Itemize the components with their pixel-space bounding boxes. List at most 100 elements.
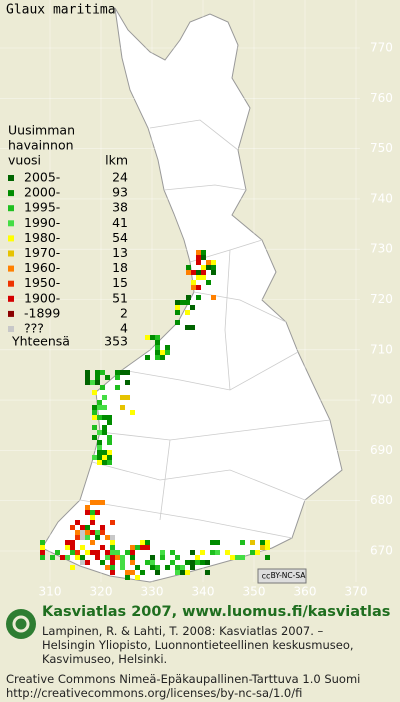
occurrence-square — [110, 565, 115, 570]
occurrence-square — [135, 565, 140, 570]
legend-label: 1950- — [24, 275, 60, 290]
occurrence-square — [250, 550, 255, 555]
occurrence-square — [110, 535, 115, 540]
occurrence-square — [70, 540, 75, 545]
occurrence-square — [265, 540, 270, 545]
occurrence-square — [205, 570, 210, 575]
occurrence-square — [90, 530, 95, 535]
occurrence-square — [120, 405, 125, 410]
occurrence-square — [95, 370, 100, 375]
occurrence-square — [105, 565, 110, 570]
occurrence-square — [200, 560, 205, 565]
occurrence-square — [135, 545, 140, 550]
occurrence-square — [70, 525, 75, 530]
occurrence-square — [140, 570, 145, 575]
citation-line: Kasvimuseo, Helsinki. — [42, 652, 168, 666]
occurrence-square — [211, 270, 216, 275]
legend-count: 51 — [112, 290, 128, 305]
regional-borders — [79, 119, 331, 539]
occurrence-square — [85, 535, 90, 540]
occurrence-square — [165, 350, 170, 355]
occurrence-square — [130, 545, 135, 550]
logo — [6, 609, 36, 639]
occurrence-square — [190, 565, 195, 570]
occurrence-square — [255, 550, 260, 555]
occurrence-square — [175, 310, 180, 315]
easting-label: 320 — [90, 585, 113, 599]
occurrence-square — [92, 425, 97, 430]
site-link[interactable]: Kasviatlas 2007, www.luomus.fi/kasviatla… — [42, 604, 391, 620]
occurrence-square — [205, 560, 210, 565]
occurrence-square — [115, 385, 120, 390]
occurrence-square — [92, 455, 97, 460]
legend-swatch — [8, 205, 14, 212]
occurrence-square — [201, 250, 206, 255]
occurrence-square — [100, 385, 105, 390]
occurrence-square — [160, 555, 165, 560]
occurrence-square — [102, 405, 107, 410]
occurrence-square — [186, 265, 191, 270]
license-line: Creative Commons Nimeä-Epäkaupallinen-Ta… — [6, 672, 361, 686]
legend-total-label: Yhteensä — [11, 334, 70, 349]
finland-outline — [41, 7, 343, 583]
occurrence-square — [92, 415, 97, 420]
occurrence-square — [196, 275, 201, 280]
occurrence-square — [185, 325, 190, 330]
occurrence-square — [211, 265, 216, 270]
occurrence-square — [95, 380, 100, 385]
occurrence-square — [105, 375, 110, 380]
occurrence-square — [90, 540, 95, 545]
occurrence-square — [105, 555, 110, 560]
occurrence-square — [201, 270, 206, 275]
occurrence-square — [145, 335, 150, 340]
occurrence-square — [180, 300, 185, 305]
occurrence-square — [140, 545, 145, 550]
occurrence-square — [260, 540, 265, 545]
northing-label: 720 — [370, 292, 393, 306]
northing-label: 750 — [370, 141, 393, 155]
occurrence-square — [186, 295, 191, 300]
legend-label: 1980- — [24, 230, 60, 245]
license-url[interactable]: http://creativecommons.org/licenses/by-n… — [6, 686, 303, 700]
easting-label: 310 — [39, 585, 62, 599]
easting-label: 350 — [243, 585, 266, 599]
occurrence-square — [97, 455, 102, 460]
occurrence-square — [97, 430, 102, 435]
occurrence-square — [90, 380, 95, 385]
northing-label: 760 — [370, 91, 393, 105]
occurrence-square — [102, 430, 107, 435]
occurrence-square — [196, 250, 201, 255]
legend-swatch — [8, 220, 14, 227]
occurrence-square — [90, 520, 95, 525]
occurrence-square — [155, 570, 160, 575]
occurrence-square — [75, 555, 80, 560]
occurrence-square — [75, 520, 80, 525]
occurrence-square — [196, 270, 201, 275]
legend-swatch — [8, 235, 14, 242]
occurrence-square — [195, 560, 200, 565]
occurrence-square — [80, 560, 85, 565]
legend-label: 2005- — [24, 170, 60, 185]
legend-count: 15 — [112, 275, 128, 290]
badge-text: BY-NC-SA — [271, 571, 307, 580]
occurrence-square — [40, 555, 45, 560]
occurrence-square — [115, 550, 120, 555]
occurrence-square — [130, 570, 135, 575]
occurrence-square — [155, 345, 160, 350]
occurrence-square — [100, 545, 105, 550]
occurrence-square — [120, 555, 125, 560]
legend-label: 1960- — [24, 260, 60, 275]
northing-label: 690 — [370, 443, 393, 457]
occurrence-square — [80, 535, 85, 540]
occurrence-square — [230, 555, 235, 560]
legend-label: 1970- — [24, 245, 60, 260]
occurrence-square — [110, 545, 115, 550]
legend-count-heading: lkm — [105, 153, 128, 168]
occurrence-square — [165, 345, 170, 350]
easting-label: 370 — [345, 585, 368, 599]
occurrence-square — [155, 335, 160, 340]
occurrence-square — [170, 550, 175, 555]
occurrence-square — [75, 550, 80, 555]
legend-swatch — [8, 326, 14, 332]
